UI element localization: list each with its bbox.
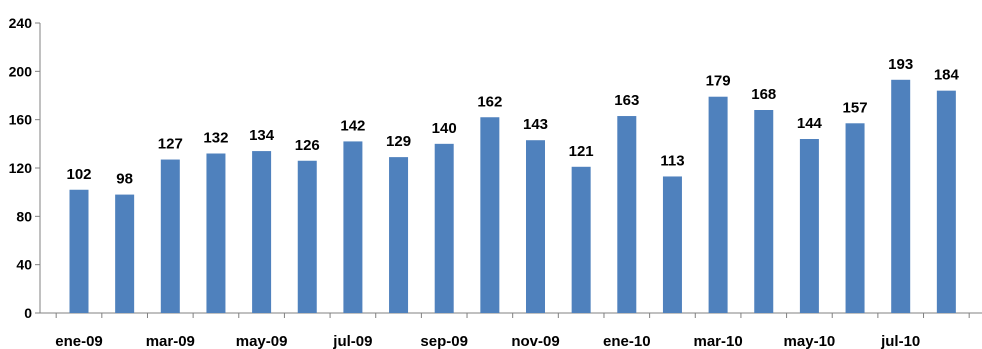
bar-ene-09 <box>69 189 89 313</box>
data-label: 127 <box>158 136 183 153</box>
data-label: 162 <box>477 93 502 110</box>
bar-sep-09 <box>434 143 454 313</box>
x-tick-label: jul-09 <box>332 333 372 349</box>
bar-ago-09 <box>389 157 409 313</box>
x-tick-label: mar-10 <box>693 333 742 349</box>
bar-jun-10 <box>845 123 865 314</box>
data-label: 144 <box>797 115 823 132</box>
bar-nov-09 <box>526 140 545 313</box>
y-tick-label: 160 <box>9 112 33 128</box>
y-tick-label: 240 <box>9 15 33 31</box>
data-label: 129 <box>386 133 411 150</box>
y-tick-label: 80 <box>16 208 32 224</box>
y-tick-label: 200 <box>9 63 33 79</box>
bar-mar-10 <box>708 96 728 313</box>
x-tick-label: ene-10 <box>603 333 651 349</box>
bar-jun-09 <box>297 160 317 313</box>
data-label: 140 <box>432 120 457 137</box>
x-tick-label: may-10 <box>784 333 836 349</box>
bar-may-10 <box>799 139 819 313</box>
data-label: 143 <box>523 116 548 133</box>
data-labels: 102 98 127 132 134 126 142 129 140 162 143 121 163 11… <box>66 56 959 188</box>
x-tick-label: may-09 <box>236 333 288 349</box>
bar-abr-09 <box>206 153 226 313</box>
y-axis: 0 40 80 120 160 200 240 <box>9 15 41 321</box>
y-tick-label: 40 <box>16 257 32 273</box>
x-tick-label: jul-10 <box>880 333 920 349</box>
data-label: 163 <box>614 92 639 109</box>
data-label: 142 <box>340 117 365 134</box>
data-label: 98 <box>116 171 133 188</box>
bar-jul-09 <box>343 141 363 313</box>
data-label: 121 <box>569 143 594 160</box>
bar-abr-10 <box>754 110 774 313</box>
data-label: 134 <box>249 127 275 144</box>
y-tick-label: 0 <box>24 305 32 321</box>
bar-jul-10 <box>891 79 911 314</box>
data-label: 102 <box>66 166 91 183</box>
x-tick-labels: ene-09 mar-09 may-09 jul-09 sep-09 nov-09 ene-… <box>55 333 920 349</box>
bar-oct-09 <box>480 117 500 313</box>
x-axis <box>40 312 982 318</box>
x-tick-label: sep-09 <box>420 333 468 349</box>
y-tick-label: 120 <box>9 160 33 176</box>
x-tick-label: nov-09 <box>511 333 559 349</box>
bar-mar-09 <box>160 159 180 313</box>
data-label: 168 <box>751 86 776 103</box>
x-tick-label: ene-09 <box>55 333 103 349</box>
bar-dic-09 <box>571 166 591 313</box>
bar-ene-10 <box>617 116 637 314</box>
data-label: 184 <box>934 67 960 84</box>
x-tick-label: mar-09 <box>146 333 195 349</box>
data-label: 193 <box>888 56 913 73</box>
data-label: 179 <box>706 73 731 90</box>
bars <box>69 79 956 314</box>
data-label: 132 <box>203 130 228 147</box>
bar-feb-10 <box>662 176 682 313</box>
data-label: 157 <box>843 99 868 116</box>
bar-ago-10 <box>936 90 956 314</box>
bar-may-09 <box>252 151 272 313</box>
data-label: 113 <box>660 152 684 169</box>
bar-feb-09 <box>115 194 135 313</box>
data-label: 126 <box>295 137 320 154</box>
